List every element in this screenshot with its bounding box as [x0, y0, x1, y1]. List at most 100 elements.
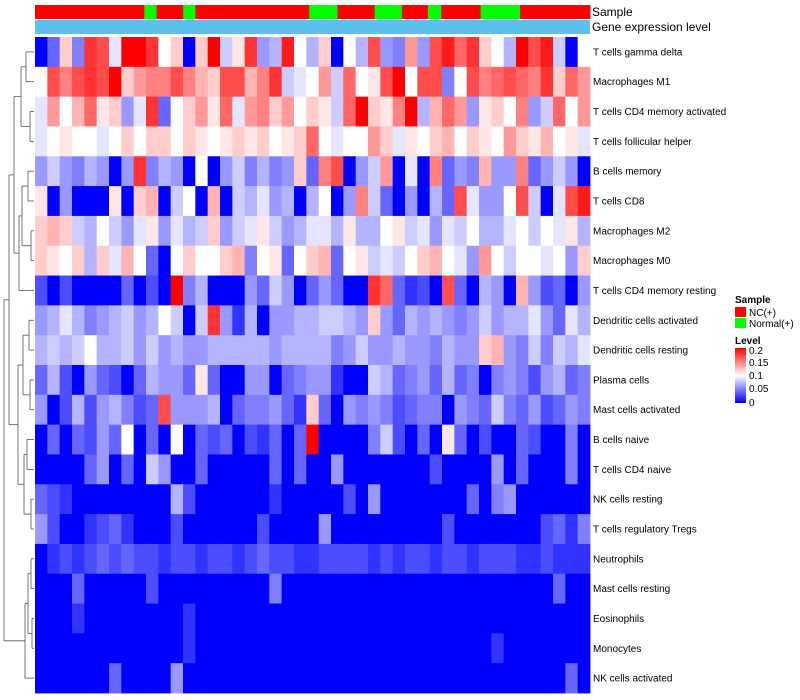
heatmap-cell	[72, 335, 85, 366]
heatmap-cell	[232, 663, 246, 694]
heatmap-cell	[158, 275, 172, 306]
heatmap-cell	[479, 156, 492, 187]
heatmap-cell	[479, 454, 492, 485]
heatmap-cell	[331, 215, 344, 247]
heatmap-cell	[405, 215, 418, 247]
heatmap-cell	[47, 365, 61, 396]
heatmap-cell	[121, 603, 135, 634]
heatmap-cell	[158, 305, 172, 336]
heatmap-cell	[158, 365, 172, 396]
heatmap-cell	[35, 186, 48, 217]
heatmap-cell	[380, 365, 394, 396]
heatmap-cell	[281, 335, 295, 366]
heatmap-cell	[491, 454, 505, 485]
heatmap-cell	[540, 424, 554, 455]
heatmap-cell	[133, 126, 147, 157]
heatmap-cell	[392, 663, 406, 694]
heatmap-cell	[207, 603, 221, 634]
heatmap-cell	[133, 305, 147, 336]
heatmap-cell	[368, 514, 381, 545]
heatmap-cell	[540, 603, 554, 634]
heatmap-cell	[269, 126, 283, 157]
row-label-13: B cells naive	[593, 435, 650, 446]
heatmap-cell	[294, 37, 307, 68]
heatmap-cell	[195, 156, 209, 187]
heatmap-cell	[183, 394, 196, 426]
heatmap-cell	[318, 543, 332, 575]
heatmap-cell	[244, 573, 258, 604]
heatmap-cell	[380, 573, 394, 604]
heatmap-cell	[318, 186, 332, 217]
heatmap-cell	[306, 126, 320, 157]
heatmap-cell	[306, 156, 320, 187]
heatmap-cell	[417, 663, 431, 694]
heatmap-cell	[146, 305, 159, 336]
heatmap-cell	[244, 424, 258, 455]
heatmap-cell	[454, 305, 468, 336]
heatmap-cell	[540, 454, 554, 485]
heatmap-cell	[257, 245, 270, 276]
heatmap-cell	[343, 186, 357, 217]
heatmap-cell	[528, 424, 542, 455]
heatmap-cell	[158, 126, 172, 157]
legend-level-tick-2: 0.1	[749, 371, 763, 382]
heatmap-cell	[528, 305, 542, 336]
heatmap-cell	[331, 305, 344, 336]
heatmap-cell	[442, 514, 455, 545]
heatmap-cell	[35, 37, 48, 68]
heatmap-cell	[491, 365, 505, 396]
heatmap-cell	[96, 37, 110, 68]
heatmap-cell	[59, 156, 73, 187]
heatmap-cell	[331, 424, 344, 455]
heatmap-cell	[380, 66, 394, 98]
heatmap-cell	[577, 454, 591, 485]
heatmap-cell	[479, 215, 492, 247]
heatmap-cell	[429, 424, 443, 455]
heatmap-cell	[503, 186, 517, 217]
heatmap-cell	[269, 186, 283, 217]
heatmap-cell	[503, 275, 517, 306]
heatmap-cell	[269, 484, 283, 515]
heatmap-cell	[442, 573, 455, 604]
heatmap-cell	[195, 335, 209, 366]
heatmap-cell	[466, 514, 480, 545]
heatmap-cell	[133, 245, 147, 276]
heatmap-cell	[294, 275, 307, 306]
sample-segment-7	[374, 5, 403, 19]
heatmap-cell	[121, 424, 135, 455]
row-label-21: NK cells activated	[593, 674, 672, 685]
legend-label-nc: NC(+)	[749, 308, 776, 319]
heatmap-cell	[146, 245, 159, 276]
heatmap-cell	[565, 66, 579, 98]
heatmap-cell	[257, 514, 270, 545]
heatmap-cell	[96, 543, 110, 575]
heatmap-cell	[96, 603, 110, 634]
heatmap-cell	[491, 335, 505, 366]
heatmap-cell	[417, 424, 431, 455]
heatmap-cell	[479, 424, 492, 455]
heatmap-cell	[158, 663, 172, 694]
heatmap-cell	[355, 484, 369, 515]
heatmap-cell	[417, 335, 431, 366]
heatmap-cell	[281, 573, 295, 604]
legend-sample-title: Sample	[735, 295, 771, 306]
heatmap-cell	[442, 215, 455, 247]
heatmap-cell	[380, 394, 394, 426]
heatmap-cell	[96, 633, 110, 664]
heatmap-cell	[540, 305, 554, 336]
heatmap-cell	[343, 66, 357, 98]
heatmap-cell	[540, 573, 554, 604]
heatmap-cell	[454, 633, 468, 664]
heatmap-cell	[553, 335, 566, 366]
heatmap-cell	[368, 394, 381, 426]
heatmap-cell	[442, 454, 455, 485]
heatmap-cell	[59, 573, 73, 604]
heatmap-cell	[207, 573, 221, 604]
heatmap-cell	[220, 543, 233, 575]
heatmap-cell	[405, 335, 418, 366]
heatmap-cell	[158, 424, 172, 455]
heatmap-cell	[294, 484, 307, 515]
heatmap-cell	[195, 186, 209, 217]
heatmap-cell	[207, 66, 221, 98]
heatmap-cell	[96, 514, 110, 545]
